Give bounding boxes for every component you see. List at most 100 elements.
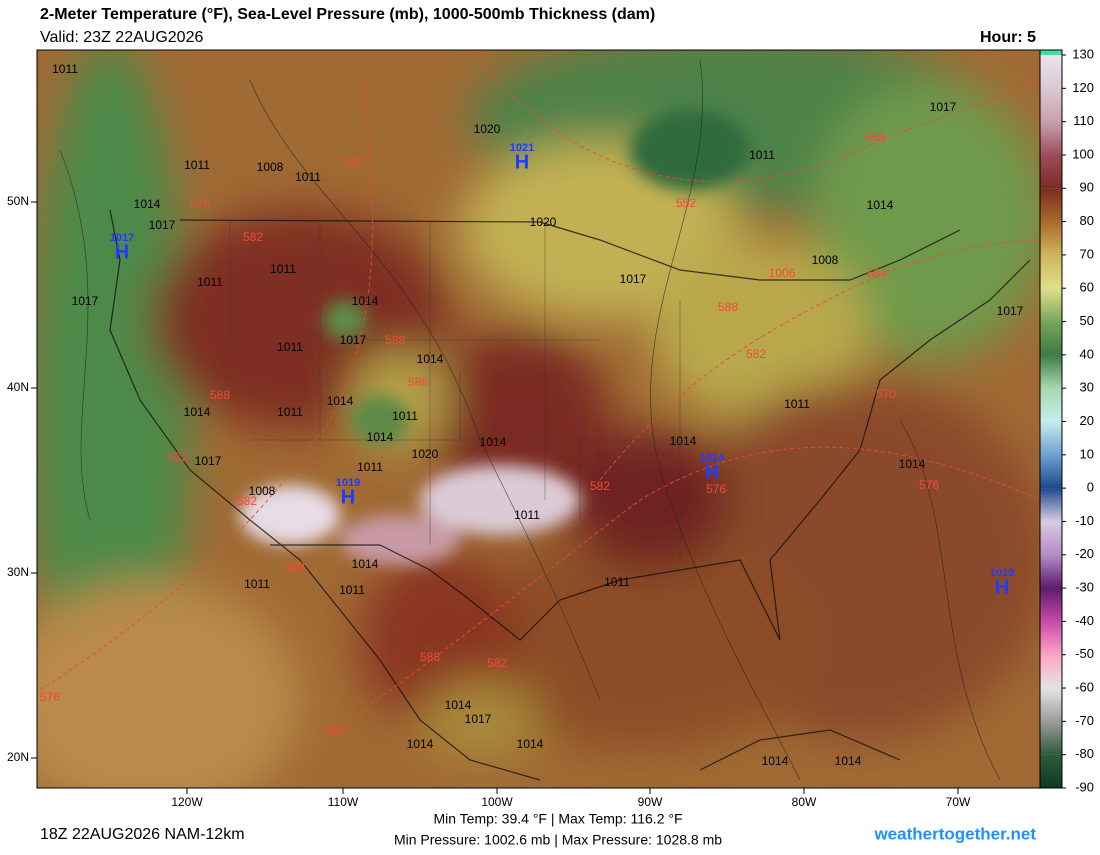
thickness-label: 588 [385, 333, 405, 347]
colorbar-label: -80 [1075, 746, 1094, 761]
colorbar-segment [1040, 554, 1062, 589]
thickness-label: 582 [487, 656, 507, 670]
colorbar-segment [1040, 88, 1062, 122]
thickness-label: 576 [190, 197, 210, 211]
thickness-label: 576 [40, 690, 60, 704]
thickness-label: 576 [706, 482, 726, 496]
colorbar-segment [1040, 721, 1062, 755]
isobar-label: 1011 [295, 170, 321, 184]
colorbar-label: 20 [1080, 413, 1094, 428]
colorbar-segment [1040, 488, 1062, 522]
isobar-label: 1014 [835, 754, 862, 768]
isobar-label: 1014 [762, 754, 789, 768]
isobar-label: 1014 [352, 294, 379, 308]
isobar-label: 1014 [517, 737, 544, 751]
colorbar-segment [1040, 354, 1062, 389]
colorbar-segment [1040, 654, 1062, 689]
high-pressure-value: 1014 [700, 452, 725, 464]
colorbar-segment [1040, 221, 1062, 255]
isobar-label: 1014 [327, 394, 354, 408]
high-pressure-value: 1021 [510, 142, 534, 154]
colorbar-label: -60 [1075, 679, 1094, 694]
high-symbol: H [705, 461, 719, 483]
isobar-label: 1011 [52, 62, 78, 76]
lat-label: 40N [7, 380, 29, 394]
high-pressure-value: 1019 [336, 477, 360, 489]
lon-label: 80W [792, 795, 817, 809]
isobar-label: 1011 [277, 405, 303, 419]
pressure-range: Min Pressure: 1002.6 mb | Max Pressure: … [394, 832, 722, 848]
isobar-label: 1011 [749, 148, 775, 162]
colorbar-segment [1040, 621, 1062, 655]
isobar-label: 1011 [270, 262, 296, 276]
isobar-label: 1014 [445, 698, 472, 712]
isobar-label: 1011 [277, 340, 303, 354]
colorbar-label: 90 [1080, 180, 1094, 195]
lon-label: 90W [638, 795, 663, 809]
colorbar-segment [1040, 254, 1062, 289]
colorbar-segment [1040, 288, 1062, 322]
thickness-label: 552 [676, 196, 696, 210]
isobar-label: 1020 [474, 122, 501, 136]
isobar-label: 1011 [604, 575, 630, 589]
thickness-label: 588 [718, 300, 738, 314]
forecast-hour: Hour: 5 [980, 29, 1036, 46]
high-symbol: H [995, 576, 1009, 598]
high-symbol: H [115, 241, 129, 263]
colorbar-label: -10 [1075, 513, 1094, 528]
isobar-label: 1011 [197, 275, 223, 289]
colorbar-segment [1040, 321, 1062, 355]
colorbar-label: 10 [1080, 446, 1094, 461]
high-pressure-value: 1017 [110, 232, 134, 244]
isobar-label: 1011 [244, 577, 270, 591]
thickness-label: 558 [865, 130, 885, 144]
colorbar-label: -30 [1075, 580, 1094, 595]
colorbar-segment [1040, 188, 1062, 222]
thickness-label: 582 [325, 723, 345, 737]
colorbar-label: -90 [1075, 779, 1094, 794]
thickness-label: 588 [285, 560, 305, 574]
thickness-label: 582 [237, 494, 257, 508]
axes: 120W 110W 100W 90W 80W 70W 50N 40N 30N 20N [7, 194, 971, 809]
thickness-label: 576 [919, 478, 939, 492]
temp-range: Min Temp: 39.4 °F | Max Temp: 116.2 °F [433, 811, 682, 827]
thickness-label: 588 [420, 650, 440, 664]
colorbar-label: 0 [1087, 480, 1094, 495]
isobar-label: 1011 [339, 583, 365, 597]
colorbar-label: 50 [1080, 313, 1094, 328]
colorbar: 1301201101009080706050403020100-10-20-30… [1039, 46, 1094, 794]
isobar-label: 1011 [784, 397, 810, 411]
thickness-label: 564 [867, 266, 887, 280]
isobar-label: 1017 [930, 100, 957, 114]
colorbar-label: 100 [1072, 146, 1094, 161]
colorbar-segment [1040, 388, 1062, 422]
colorbar-label: -40 [1075, 613, 1094, 628]
isobar-label: 1008 [249, 484, 276, 498]
isobar-label: 1017 [997, 304, 1024, 318]
thickness-label: 1006 [769, 266, 796, 280]
isobar-label: 1011 [392, 409, 418, 423]
isobar-label: 1017 [620, 272, 647, 286]
isobar-label: 1014 [352, 557, 379, 571]
colorbar-label: 60 [1080, 280, 1094, 295]
isobar-label: 1014 [480, 435, 507, 449]
thickness-label: 582 [243, 230, 263, 244]
lon-label: 120W [171, 795, 203, 809]
colorbar-label: -70 [1075, 713, 1094, 728]
isobar-label: 1017 [340, 333, 367, 347]
isobar-label: 1011 [357, 460, 383, 474]
lat-label: 50N [7, 194, 29, 208]
high-symbol: H [515, 151, 529, 173]
site-link[interactable]: weathertogether.net [873, 824, 1036, 843]
map [37, 50, 1040, 788]
isobar-label: 1014 [899, 457, 926, 471]
colorbar-label: 30 [1080, 380, 1094, 395]
high-pressure-value: 1019 [990, 567, 1014, 579]
isobar-label: 1017 [465, 712, 492, 726]
colorbar-label: 70 [1080, 246, 1094, 261]
lon-label: 100W [481, 795, 513, 809]
colorbar-segment [1040, 154, 1062, 189]
valid-time: Valid: 23Z 22AUG2026 [40, 29, 203, 46]
thickness-label: 582 [746, 347, 766, 361]
